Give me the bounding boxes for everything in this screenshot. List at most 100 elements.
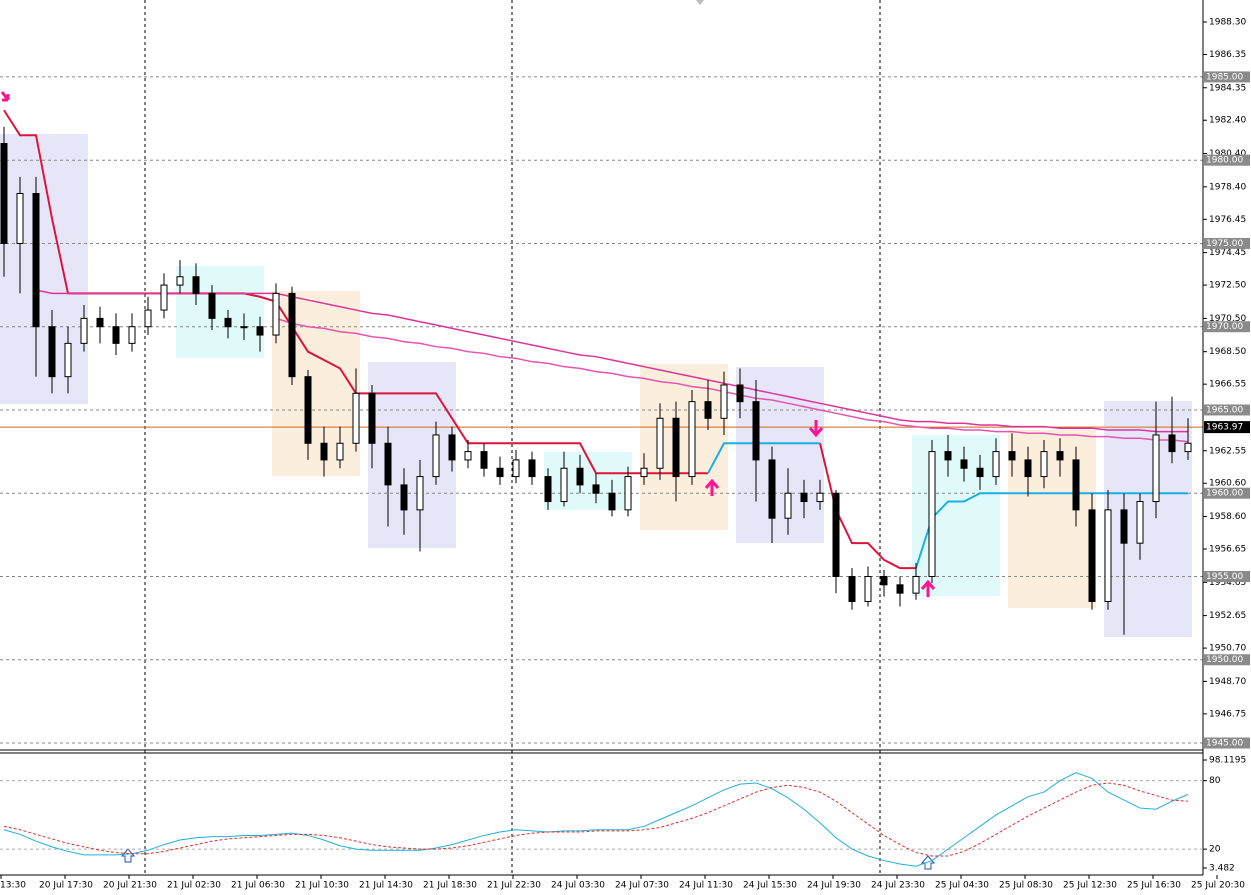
candle-body (1024, 459, 1032, 478)
candle-body (320, 442, 328, 461)
day-separators (144, 0, 881, 875)
osc-tick-label: 20 (1209, 845, 1221, 855)
level-label: 1950.00 (1206, 655, 1243, 665)
candle-body (416, 476, 424, 511)
candle-body (1104, 509, 1112, 602)
y-tick-label: 1976.45 (1209, 215, 1246, 225)
candle-body (544, 476, 552, 503)
zone (272, 291, 360, 476)
x-tick-label: 24 Jul 11:30 (679, 881, 733, 891)
zone (912, 435, 1000, 596)
level-box (1204, 154, 1250, 166)
y-tick-label: 1962.55 (1209, 446, 1246, 456)
zones (0, 134, 1192, 637)
level-label: 1945.00 (1206, 739, 1243, 749)
candle-body (672, 417, 680, 478)
y-tick-label: 1982.40 (1209, 116, 1246, 126)
candle-body (272, 292, 280, 336)
candle-body (944, 451, 952, 461)
candle-body (720, 384, 728, 419)
candle-body (912, 575, 920, 594)
candle-body (304, 376, 312, 444)
candle-body (288, 292, 296, 378)
y-tick-label: 1960.60 (1209, 479, 1246, 489)
zone (176, 266, 264, 358)
x-tick-label: 21 Jul 22:30 (487, 881, 541, 891)
candle-body (176, 276, 184, 286)
y-tick-label: 1986.35 (1209, 50, 1246, 60)
candle-body (368, 392, 376, 444)
candle-body (784, 492, 792, 519)
candle-body (144, 309, 152, 328)
plot (0, 76, 1203, 744)
level-label: 1985.00 (1206, 72, 1243, 82)
candle-body (896, 584, 904, 594)
candle-body (624, 476, 632, 511)
candle-body (1136, 501, 1144, 544)
x-tick-label: 21 Jul 14:30 (359, 881, 413, 891)
x-tick-label: 24 Jul 19:30 (807, 881, 861, 891)
y-tick-label: 1948.70 (1209, 677, 1246, 687)
y-tick-label: 1968.50 (1209, 347, 1246, 357)
zone (736, 367, 824, 543)
buy-arrow (704, 478, 720, 496)
candle-body (496, 467, 504, 478)
level-box (1204, 237, 1250, 249)
y-tick-label: 1954.65 (1209, 578, 1246, 588)
candle-body (336, 442, 344, 461)
level-box (1204, 321, 1250, 333)
candle-body (0, 143, 8, 244)
candle-body (48, 326, 56, 378)
buy-arrow (920, 579, 936, 597)
zone (368, 362, 456, 548)
level-label: 1960.00 (1206, 489, 1243, 499)
candle-body (656, 417, 664, 469)
y-tick-label: 1952.65 (1209, 611, 1246, 621)
candle-body (512, 459, 520, 478)
line (3, 782, 1189, 857)
y-tick-label: 1950.70 (1209, 644, 1246, 654)
candle-body (192, 276, 200, 294)
level-label: 1975.00 (1206, 239, 1243, 249)
osc-tick-label: 3.482 (1209, 864, 1235, 874)
candle-body (128, 326, 136, 344)
y-tick-label: 1956.65 (1209, 545, 1246, 555)
y-tick-label: 1946.75 (1209, 709, 1246, 719)
osc-tick-label: 98.1195 (1209, 755, 1246, 765)
candle-body (352, 392, 360, 444)
candle-body (880, 575, 888, 586)
up-arrow (120, 848, 136, 863)
candle-body (976, 467, 984, 478)
x-tick-label: 21 Jul 02:30 (167, 881, 221, 891)
candle-body (688, 401, 696, 478)
x-tick-label: 24 Jul 23:30 (871, 881, 925, 891)
candle-body (400, 484, 408, 511)
candle-body (1184, 442, 1192, 453)
level-box (1204, 71, 1250, 83)
y-tick-label: 1974.45 (1209, 248, 1246, 258)
scroll-marker (696, 0, 704, 5)
zone (1104, 401, 1192, 637)
candle-body (16, 192, 24, 244)
candle-body (448, 434, 456, 461)
level-label: 1965.00 (1206, 405, 1243, 415)
candle-body (960, 459, 968, 469)
x-tick-label: 24 Jul 03:30 (551, 881, 605, 891)
level-box (1204, 404, 1250, 416)
line (707, 442, 820, 474)
candle-body (80, 317, 88, 344)
x-tick-label: 13:30 (0, 881, 26, 891)
sell-arrow (808, 420, 824, 438)
line (915, 492, 1188, 569)
candle-body (768, 459, 776, 519)
level-box (1204, 737, 1250, 749)
y-tick-label: 1972.50 (1209, 281, 1246, 291)
sell-arrow (0, 91, 10, 102)
candle-body (160, 284, 168, 311)
candle-body (736, 384, 744, 403)
level-box (1204, 570, 1250, 582)
candle-body (1040, 451, 1048, 478)
candle-body (464, 451, 472, 461)
x-tick-label: 20 Jul 21:30 (103, 881, 157, 891)
